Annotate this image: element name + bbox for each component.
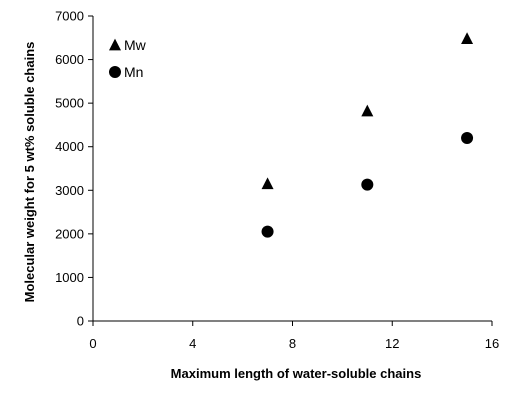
legend-item-mn: Mn <box>109 64 143 80</box>
data-point-mw <box>461 32 474 45</box>
legend-label-mn: Mn <box>124 64 143 80</box>
legend: Mw Mn <box>109 37 147 80</box>
x-tick-label: 8 <box>289 336 296 351</box>
x-tick-label: 16 <box>485 336 499 351</box>
data-points <box>261 32 474 238</box>
y-tick-label: 2000 <box>55 226 84 241</box>
x-tick-label: 0 <box>89 336 96 351</box>
y-axis-ticks: 0 1000 2000 3000 4000 5000 6000 7000 <box>55 9 93 329</box>
data-point-mn <box>461 132 474 144</box>
data-point-mw <box>361 104 374 117</box>
legend-triangle-marker <box>109 38 121 51</box>
x-axis-ticks: 0 4 8 12 16 <box>89 321 499 351</box>
y-tick-label: 6000 <box>55 52 84 67</box>
y-tick-label: 7000 <box>55 9 84 24</box>
data-point-mn <box>361 178 374 191</box>
y-tick-label: 4000 <box>55 139 84 154</box>
legend-circle-marker <box>109 66 121 78</box>
y-tick-label: 1000 <box>55 270 84 285</box>
y-tick-label: 5000 <box>55 96 84 111</box>
legend-item-mw: Mw <box>109 37 147 53</box>
x-tick-label: 12 <box>385 336 399 351</box>
y-axis-title: Molecular weight for 5 wt% soluble chain… <box>22 42 37 303</box>
y-tick-label: 3000 <box>55 183 84 198</box>
x-axis-title: Maximum length of water-soluble chains <box>171 366 422 381</box>
y-tick-label: 0 <box>77 314 84 329</box>
x-tick-label: 4 <box>189 336 196 351</box>
legend-label-mw: Mw <box>124 37 147 53</box>
data-point-mw <box>261 177 274 190</box>
data-point-mn <box>261 225 274 238</box>
